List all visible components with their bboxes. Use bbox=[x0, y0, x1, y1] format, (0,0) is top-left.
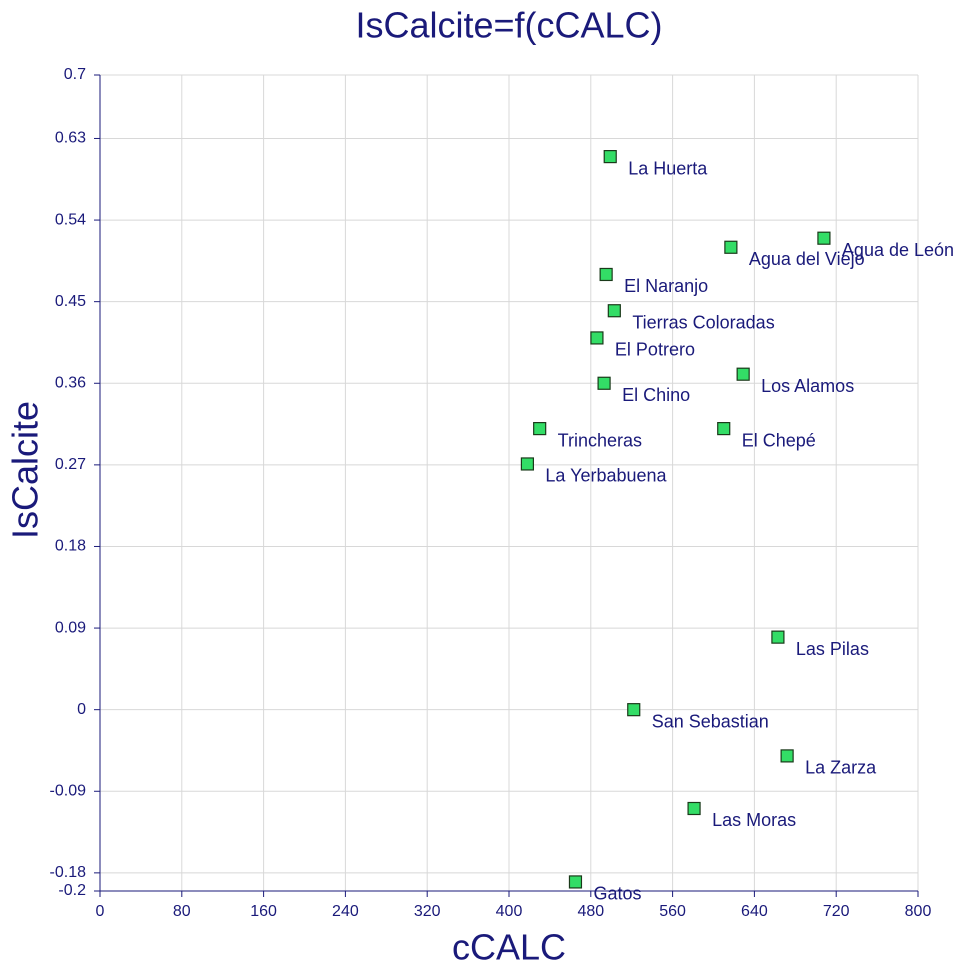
point bbox=[771, 630, 785, 644]
y-tick-label: 0.7 bbox=[64, 66, 86, 83]
point bbox=[568, 875, 583, 889]
x-tick-label: 640 bbox=[741, 903, 768, 920]
point-label: El Chino bbox=[622, 385, 690, 405]
x-tick-label: 320 bbox=[414, 903, 441, 920]
point-label: Agua del Viejo bbox=[749, 249, 865, 269]
point bbox=[599, 267, 613, 282]
point bbox=[724, 240, 738, 254]
point-label: La Zarza bbox=[805, 758, 877, 778]
point-label: El Chepé bbox=[742, 430, 816, 450]
point-label: Tierras Coloradas bbox=[632, 312, 774, 332]
point bbox=[607, 304, 621, 318]
y-tick-label: 0.54 bbox=[55, 211, 86, 228]
point bbox=[590, 331, 604, 345]
y-tick-label: -0.18 bbox=[50, 864, 87, 881]
x-tick-label: 160 bbox=[250, 903, 277, 920]
point-label: La Huerta bbox=[628, 158, 708, 178]
point-label: Gatos bbox=[593, 884, 641, 904]
y-tick-label: 0.45 bbox=[55, 293, 86, 310]
x-tick-label: 560 bbox=[659, 903, 686, 920]
chart-title: IsCalcite=f(cCALC) bbox=[355, 5, 662, 46]
point-label: Las Moras bbox=[712, 810, 796, 830]
x-tick-label: 480 bbox=[577, 903, 604, 920]
y-tick-label: -0.09 bbox=[50, 782, 87, 799]
point bbox=[597, 376, 611, 390]
point bbox=[627, 703, 641, 717]
point-label: Agua de León bbox=[842, 240, 954, 260]
y-tick-label: 0.63 bbox=[55, 130, 86, 147]
y-tick-label: -0.2 bbox=[58, 882, 86, 899]
x-tick-label: 0 bbox=[96, 903, 105, 920]
point bbox=[780, 749, 794, 763]
point bbox=[603, 150, 617, 164]
point bbox=[533, 422, 547, 436]
point bbox=[687, 801, 701, 816]
point bbox=[717, 422, 731, 436]
point bbox=[817, 231, 831, 245]
point-label: El Potrero bbox=[615, 340, 695, 360]
point-label: El Naranjo bbox=[624, 276, 708, 296]
point-label: La Yerbabuena bbox=[545, 466, 667, 486]
x-tick-label: 80 bbox=[173, 903, 191, 920]
y-tick-label: 0 bbox=[77, 701, 86, 718]
x-tick-label: 720 bbox=[823, 903, 850, 920]
y-tick-label: 0.18 bbox=[55, 538, 86, 555]
y-tick-label: 0.27 bbox=[55, 456, 86, 473]
x-tick-label: 400 bbox=[496, 903, 523, 920]
point bbox=[520, 457, 535, 471]
point-label: Trincheras bbox=[558, 430, 642, 450]
x-axis-label: cCALC bbox=[452, 927, 566, 968]
x-tick-label: 800 bbox=[905, 903, 932, 920]
y-tick-label: 0.09 bbox=[55, 619, 86, 636]
x-tick-label: 240 bbox=[332, 903, 359, 920]
point-label: Las Pilas bbox=[796, 639, 869, 659]
y-tick-label: 0.36 bbox=[55, 374, 86, 391]
y-axis-label: IsCalcite bbox=[5, 401, 46, 539]
point bbox=[736, 367, 750, 381]
point-label: San Sebastian bbox=[652, 711, 769, 731]
point-label: Los Alamos bbox=[761, 376, 854, 396]
